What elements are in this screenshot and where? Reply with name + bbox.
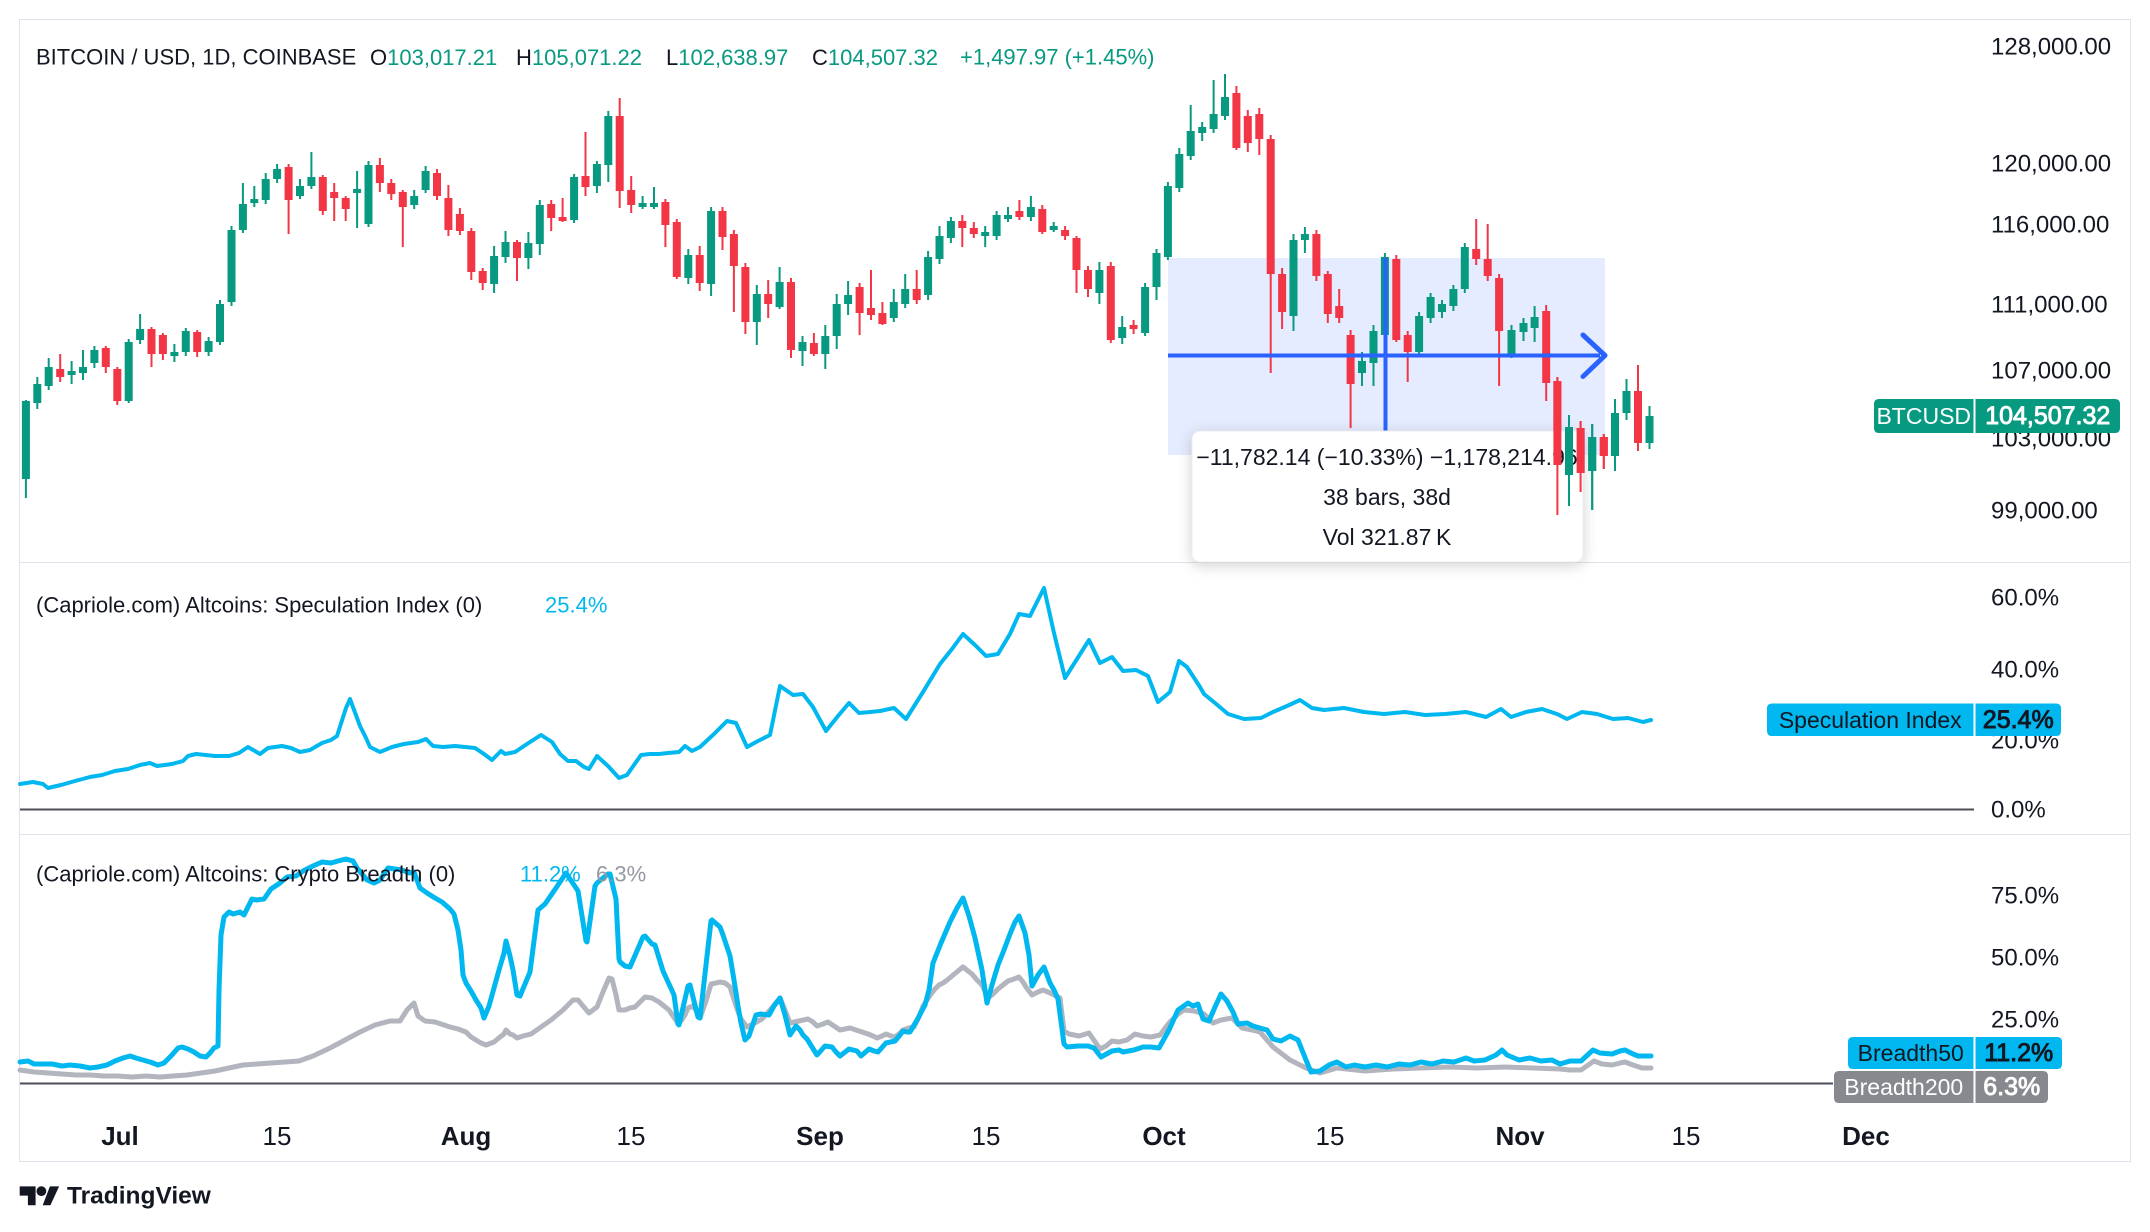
svg-text:107,000.00: 107,000.00 [1991, 358, 2111, 385]
svg-text:11.2%: 11.2% [520, 862, 581, 887]
svg-text:99,000.00: 99,000.00 [1991, 498, 2098, 525]
svg-text:H105,071.22: H105,071.22 [516, 45, 642, 70]
svg-text:(Capriole.com) Altcoins: Crypt: (Capriole.com) Altcoins: Crypto Breadth … [36, 862, 455, 887]
svg-text:C104,507.32: C104,507.32 [812, 45, 938, 70]
svg-text:120,000.00: 120,000.00 [1991, 151, 2111, 178]
svg-text:TradingView: TradingView [67, 1183, 212, 1210]
svg-text:0.0%: 0.0% [1991, 797, 2046, 824]
svg-text:15: 15 [263, 1121, 292, 1151]
svg-text:O103,017.21: O103,017.21 [370, 45, 497, 70]
svg-text:Jul: Jul [101, 1121, 139, 1151]
svg-text:75.0%: 75.0% [1991, 883, 2059, 910]
svg-text:111,000.00: 111,000.00 [1991, 292, 2108, 319]
svg-text:15: 15 [617, 1121, 646, 1151]
svg-text:Breadth200: Breadth200 [1844, 1074, 1963, 1100]
svg-text:Breadth50: Breadth50 [1858, 1040, 1964, 1066]
svg-text:25.4%: 25.4% [1983, 706, 2054, 734]
svg-text:15: 15 [972, 1121, 1001, 1151]
svg-text:Dec: Dec [1842, 1121, 1890, 1151]
svg-text:BTCUSD: BTCUSD [1876, 403, 1971, 429]
svg-text:Nov: Nov [1495, 1121, 1545, 1151]
svg-text:6.3%: 6.3% [1983, 1073, 2040, 1101]
svg-text:25.4%: 25.4% [545, 593, 607, 618]
svg-text:11.2%: 11.2% [1984, 1039, 2053, 1067]
svg-text:+1,497.97 (+1.45%): +1,497.97 (+1.45%) [960, 45, 1154, 70]
svg-text:Speculation Index: Speculation Index [1779, 707, 1962, 733]
svg-text:60.0%: 60.0% [1991, 585, 2059, 612]
svg-text:BITCOIN / USD, 1D, COINBASE: BITCOIN / USD, 1D, COINBASE [36, 45, 356, 70]
svg-text:38 bars, 38d: 38 bars, 38d [1323, 484, 1451, 510]
svg-text:Vol 321.87 K: Vol 321.87 K [1323, 524, 1452, 550]
svg-text:6.3%: 6.3% [596, 862, 646, 887]
svg-text:25.0%: 25.0% [1991, 1007, 2059, 1034]
svg-text:15: 15 [1316, 1121, 1345, 1151]
svg-text:50.0%: 50.0% [1991, 945, 2059, 972]
svg-text:Oct: Oct [1142, 1121, 1186, 1151]
svg-text:Sep: Sep [796, 1121, 844, 1151]
svg-text:−11,782.14 (−10.33%) −1,178,21: −11,782.14 (−10.33%) −1,178,214.96 [1196, 444, 1577, 470]
svg-text:15: 15 [1672, 1121, 1701, 1151]
svg-text:128,000.00: 128,000.00 [1991, 34, 2111, 61]
svg-text:40.0%: 40.0% [1991, 657, 2059, 684]
svg-text:(Capriole.com) Altcoins: Specu: (Capriole.com) Altcoins: Speculation Ind… [36, 593, 482, 618]
svg-text:L102,638.97: L102,638.97 [666, 45, 788, 70]
svg-text:104,507.32: 104,507.32 [1985, 402, 2110, 430]
svg-text:Aug: Aug [441, 1121, 492, 1151]
svg-text:116,000.00: 116,000.00 [1991, 212, 2109, 239]
